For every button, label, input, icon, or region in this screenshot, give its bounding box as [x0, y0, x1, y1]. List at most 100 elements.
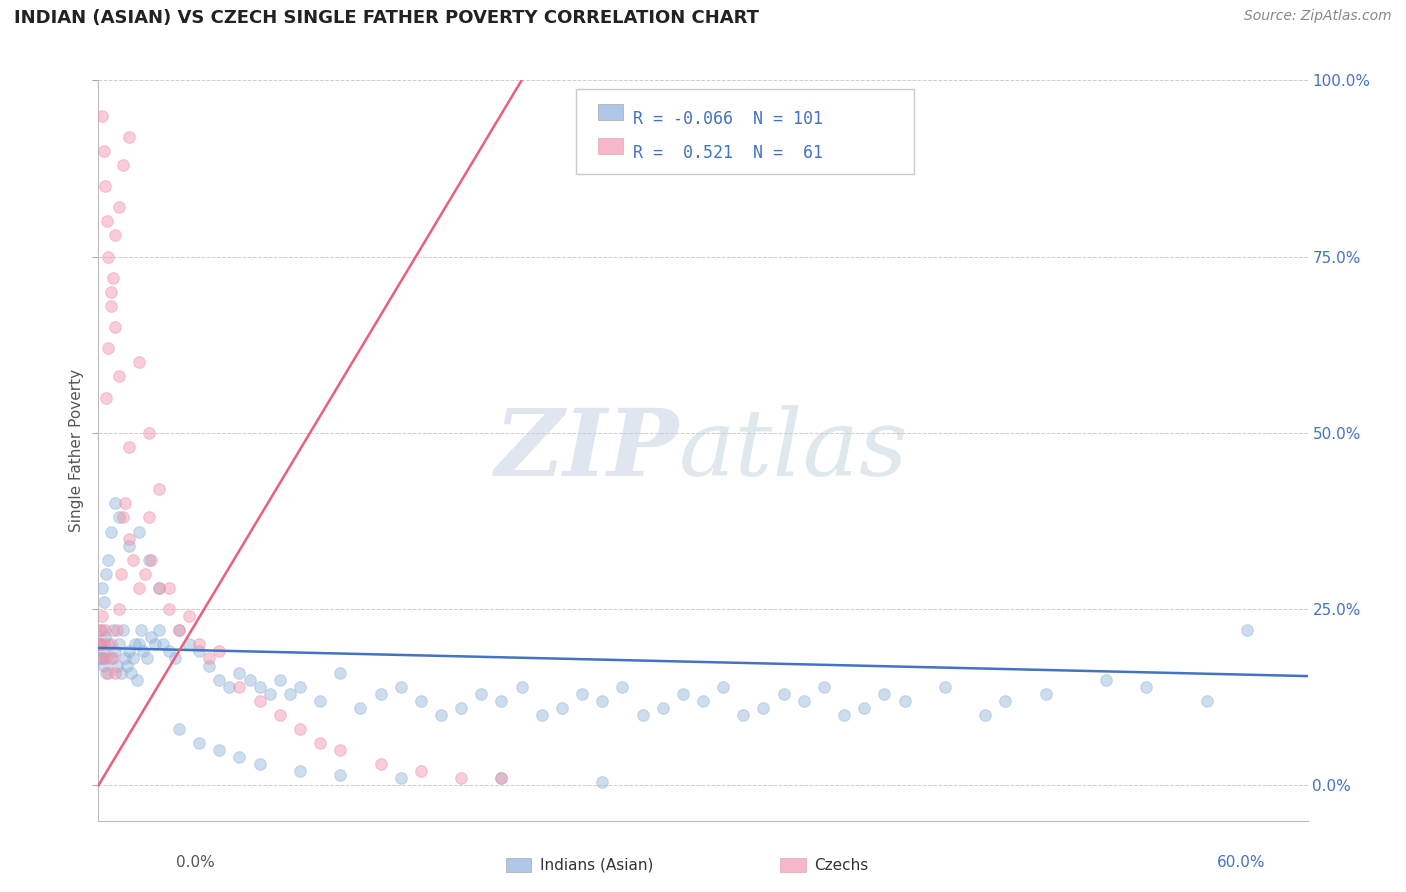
Point: [733, 707, 755, 722]
Point: [832, 707, 855, 722]
Point: [179, 609, 201, 624]
Point: [148, 581, 170, 595]
Point: [389, 680, 412, 694]
Point: [409, 764, 432, 779]
Point: [278, 687, 301, 701]
Point: [105, 658, 128, 673]
Point: [103, 644, 125, 658]
Point: [138, 553, 160, 567]
Point: [118, 440, 141, 454]
Point: [510, 680, 533, 694]
Point: [128, 637, 150, 651]
Point: [97, 665, 120, 680]
Y-axis label: Single Father Poverty: Single Father Poverty: [69, 369, 84, 532]
Point: [94, 624, 117, 638]
Point: [309, 736, 332, 750]
Point: [188, 736, 211, 750]
Point: [218, 680, 240, 694]
Point: [793, 694, 815, 708]
Point: [430, 707, 453, 722]
Point: [118, 539, 141, 553]
Point: [125, 673, 148, 687]
Point: [103, 320, 125, 334]
Point: [409, 694, 432, 708]
Point: [118, 644, 141, 658]
Point: [132, 644, 155, 658]
Point: [974, 707, 997, 722]
Point: [120, 665, 142, 680]
Point: [97, 637, 120, 651]
Point: [138, 510, 160, 524]
Point: [148, 581, 170, 595]
Point: [450, 772, 472, 786]
Point: [111, 510, 134, 524]
Point: [89, 637, 111, 651]
Point: [101, 651, 124, 665]
Point: [208, 644, 231, 658]
Point: [100, 637, 122, 651]
Point: [105, 624, 128, 638]
Point: [107, 602, 129, 616]
Point: [259, 687, 281, 701]
Point: [157, 602, 180, 616]
Point: [631, 707, 654, 722]
Point: [179, 637, 201, 651]
Point: [90, 637, 112, 651]
Point: [188, 644, 211, 658]
Point: [91, 651, 114, 665]
Point: [121, 553, 143, 567]
Point: [129, 624, 152, 638]
Point: [93, 595, 115, 609]
Point: [163, 651, 186, 665]
Point: [114, 496, 136, 510]
Point: [139, 553, 162, 567]
Point: [107, 200, 129, 214]
Point: [329, 768, 352, 782]
Point: [893, 694, 915, 708]
Point: [89, 651, 111, 665]
Point: [96, 566, 118, 581]
Point: [103, 665, 125, 680]
Point: [269, 707, 291, 722]
Point: [591, 775, 613, 789]
Point: [167, 624, 190, 638]
Point: [121, 651, 143, 665]
Point: [118, 532, 141, 546]
Point: [651, 701, 673, 715]
Point: [692, 694, 714, 708]
Point: [111, 624, 134, 638]
Point: [100, 299, 122, 313]
Point: [152, 637, 174, 651]
Point: [813, 680, 835, 694]
Point: [128, 581, 150, 595]
Point: [370, 757, 392, 772]
Point: [135, 651, 157, 665]
Point: [97, 553, 120, 567]
Point: [93, 644, 115, 658]
Point: [96, 665, 118, 680]
Point: [188, 637, 211, 651]
Text: 60.0%: 60.0%: [1218, 855, 1265, 870]
Point: [103, 228, 125, 243]
Text: R = -0.066  N = 101: R = -0.066 N = 101: [633, 110, 823, 128]
Point: [114, 651, 136, 665]
Point: [97, 341, 120, 355]
Point: [107, 510, 129, 524]
Point: [110, 665, 132, 680]
Text: Indians (Asian): Indians (Asian): [540, 858, 654, 872]
Text: atlas: atlas: [679, 406, 908, 495]
Point: [288, 722, 311, 736]
Point: [370, 687, 392, 701]
Point: [470, 687, 492, 701]
Point: [128, 524, 150, 539]
Point: [143, 637, 166, 651]
Point: [772, 687, 794, 701]
Point: [551, 701, 574, 715]
Point: [90, 624, 112, 638]
Point: [138, 425, 160, 440]
Point: [228, 680, 250, 694]
Point: [389, 772, 412, 786]
Point: [111, 158, 134, 172]
Point: [571, 687, 593, 701]
Point: [239, 673, 262, 687]
